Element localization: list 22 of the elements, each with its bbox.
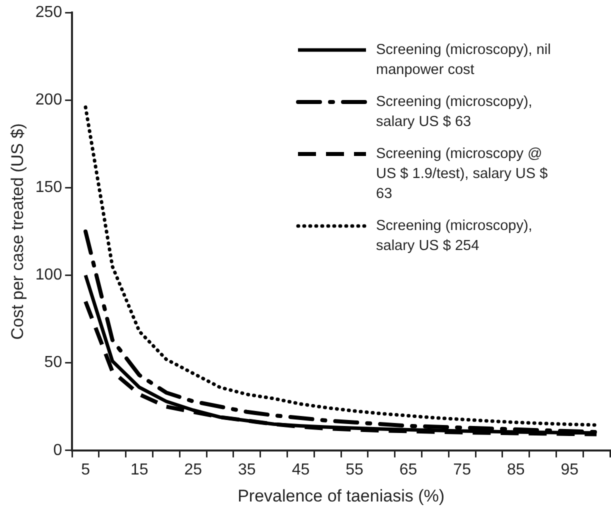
y-axis-title: Cost per case treated (US $) bbox=[8, 123, 27, 340]
x-tick-label: 25 bbox=[184, 461, 202, 478]
x-axis-title: Prevalence of taeniasis (%) bbox=[238, 486, 445, 506]
x-tick-label: 15 bbox=[130, 461, 148, 478]
x-tick-label: 85 bbox=[506, 461, 525, 478]
x-tick-label: 65 bbox=[399, 461, 418, 478]
x-tick-label: 35 bbox=[238, 461, 256, 478]
legend-label: Screening (microscopy), salary US $ 63 bbox=[376, 93, 534, 132]
y-tick-label: 200 bbox=[35, 92, 62, 109]
x-tick-label: 45 bbox=[292, 461, 310, 478]
x-tick-label: 95 bbox=[560, 461, 579, 478]
y-tick-label: 50 bbox=[44, 354, 62, 372]
legend-label: Screening (microscopy @ US $ 1.9/test), salary US $ 63 bbox=[376, 145, 549, 204]
x-tick-label: 75 bbox=[453, 461, 472, 478]
y-tick-label: 0 bbox=[53, 442, 62, 459]
legend-label: Screening (microscopy), nil manpower cost bbox=[376, 41, 552, 80]
legend-label: Screening (microscopy), salary US $ 254 bbox=[376, 217, 534, 256]
y-tick-label: 100 bbox=[35, 266, 62, 284]
x-tick-label: 55 bbox=[346, 461, 364, 478]
y-tick-label: 150 bbox=[35, 179, 62, 196]
y-tick-label: 250 bbox=[35, 4, 62, 22]
x-tick-label: 5 bbox=[81, 461, 90, 478]
